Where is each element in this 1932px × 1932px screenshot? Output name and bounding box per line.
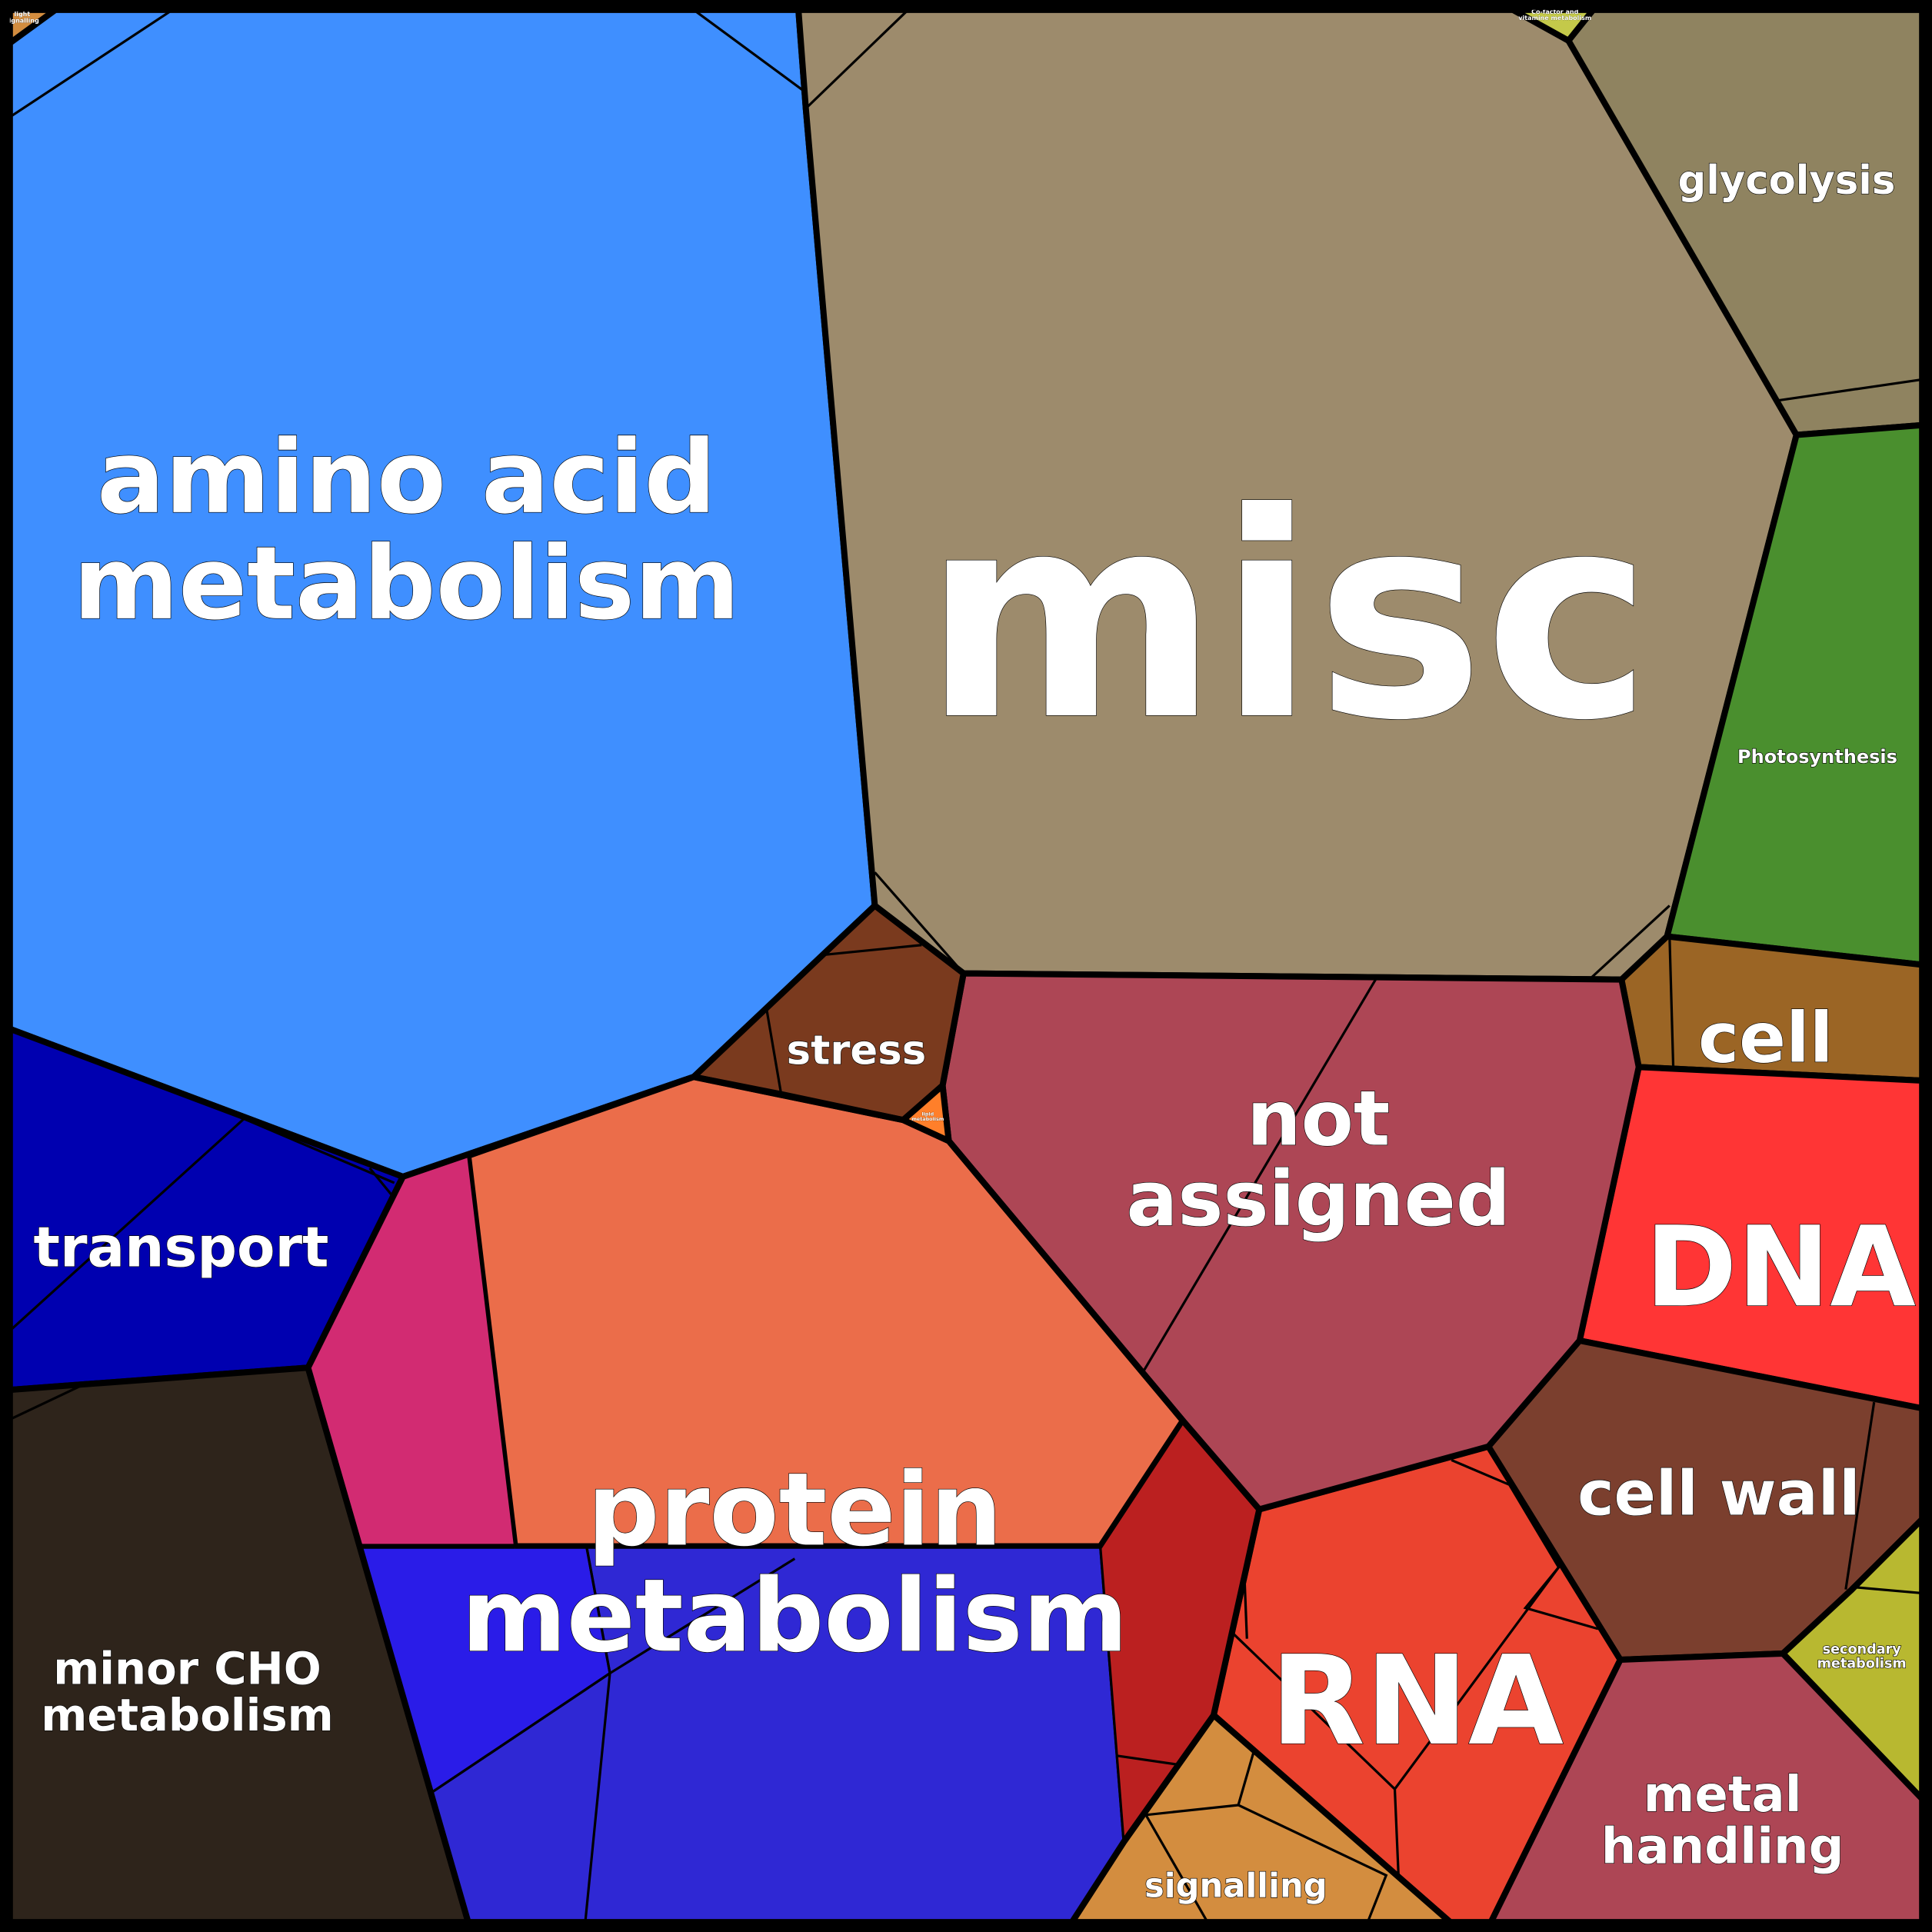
label-line: not xyxy=(1247,1075,1390,1164)
subcell-border xyxy=(692,8,807,94)
subcell-border xyxy=(1243,1577,1248,1639)
label-line: amino acid xyxy=(97,418,717,536)
label-lipid-metabolism: lipid metabolism xyxy=(911,1111,944,1122)
label-rna: RNA xyxy=(1271,1629,1564,1773)
label-line: metabolism xyxy=(911,1116,944,1122)
label-line: transport xyxy=(34,1215,329,1280)
subcell-border xyxy=(804,8,909,110)
label-line: DNA xyxy=(1645,1203,1916,1332)
label-not-assigned: not assigned xyxy=(1126,1075,1511,1244)
subcell-border xyxy=(9,1384,81,1421)
label-dna: DNA xyxy=(1645,1203,1916,1332)
subcell-border xyxy=(8,1118,245,1332)
label-line: vitamine metabolism xyxy=(1518,15,1591,22)
subcell-border xyxy=(1591,904,1671,978)
label-cell: cell xyxy=(1698,998,1834,1078)
label-amino-acid-metabolism: amino acid metabolism xyxy=(73,418,740,642)
label-line: signalling xyxy=(5,17,39,24)
label-line: lipid xyxy=(921,1111,934,1117)
subcell-border xyxy=(764,1008,783,1094)
subcell-border xyxy=(243,1118,395,1184)
protein-submap-border xyxy=(515,1419,1185,1549)
label-line: protein xyxy=(588,1451,1002,1568)
subcell-border xyxy=(430,1557,796,1794)
subcell-border xyxy=(1243,1509,1261,1577)
subcell-border xyxy=(8,8,174,118)
label-misc: misc xyxy=(923,452,1652,782)
subcell-border xyxy=(1142,978,1377,1372)
subcell-border xyxy=(1144,1814,1209,1923)
label-line: RNA xyxy=(1271,1629,1564,1773)
label-stress: stress xyxy=(787,1027,927,1074)
label-line: metabolism xyxy=(1817,1657,1907,1672)
label-line: metal xyxy=(1644,1767,1802,1824)
label-line: assigned xyxy=(1126,1155,1511,1244)
subcell-border xyxy=(368,1167,393,1196)
label-cell-wall: cell wall xyxy=(1577,1458,1860,1530)
label-transport: transport xyxy=(34,1215,329,1280)
label-line: metabolism xyxy=(73,525,740,642)
subcell-border xyxy=(874,871,964,974)
protein-metabolism-outline xyxy=(305,1074,1263,1926)
label-line: misc xyxy=(923,452,1652,782)
subcell-border xyxy=(823,944,922,957)
subcell-border xyxy=(1231,1631,1396,1790)
label-line: Co-factor and xyxy=(1531,8,1578,15)
label-minor-cho-metabolism: minor CHO metabolism xyxy=(41,1643,333,1742)
subcell-border xyxy=(1844,1401,1876,1590)
subcell-border xyxy=(1668,936,1675,1068)
subcell-border xyxy=(1117,1754,1178,1766)
label-line: metabolism xyxy=(461,1557,1128,1674)
label-line: minor CHO xyxy=(53,1643,321,1695)
label-line: stress xyxy=(787,1027,927,1074)
label-line: secondary xyxy=(1823,1642,1902,1657)
label-signalling: signalling xyxy=(1144,1867,1327,1905)
label-line: metabolism xyxy=(41,1689,333,1741)
subcell-border xyxy=(1851,1585,1923,1595)
label-protein-metabolism: protein metabolism xyxy=(461,1451,1128,1674)
label-light-signalling: light signalling xyxy=(5,11,39,24)
subcell-border xyxy=(1237,1804,1388,1923)
label-line: handling xyxy=(1601,1818,1844,1875)
label-line: signalling xyxy=(1144,1867,1327,1905)
label-glycolysis: glycolysis xyxy=(1678,158,1896,204)
label-metal-handling: metal handling xyxy=(1601,1767,1844,1875)
label-line: cell wall xyxy=(1577,1458,1860,1530)
label-photosynthesis: Photosynthesis xyxy=(1737,746,1897,768)
subcell-border xyxy=(1777,378,1923,402)
label-cofactor: Co-factor and vitamine metabolism xyxy=(1518,8,1591,22)
label-line: Photosynthesis xyxy=(1737,746,1897,768)
label-line: light xyxy=(14,11,30,18)
label-secondary-metabolism: secondary metabolism xyxy=(1817,1642,1907,1672)
label-line: cell xyxy=(1698,998,1834,1078)
label-line: glycolysis xyxy=(1678,158,1896,204)
